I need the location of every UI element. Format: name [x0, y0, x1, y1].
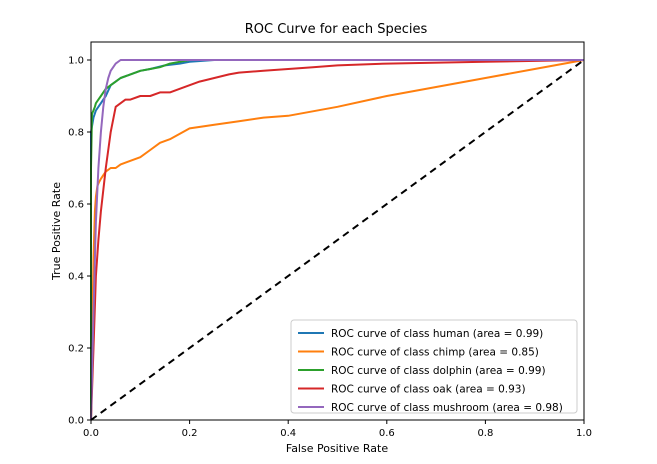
reference-diagonal-line — [90, 59, 585, 421]
y-tick-label: 0.4 — [68, 272, 84, 283]
legend-label-0: ROC curve of class human (area = 0.99) — [331, 328, 543, 340]
plot-frame — [90, 41, 585, 421]
y-tick-label: 0.8 — [68, 128, 84, 139]
legend-box — [290, 319, 578, 414]
legend-items: ROC curve of class human (area = 0.99) RO… — [298, 328, 563, 414]
x-tick-label: 1.0 — [576, 428, 592, 439]
x-tick-label: 0.0 — [83, 428, 99, 439]
x-tick-label: 0.6 — [379, 428, 395, 439]
legend-label-2: ROC curve of class dolphin (area = 0.99) — [331, 365, 546, 377]
legend-label-3: ROC curve of class oak (area = 0.93) — [331, 384, 526, 396]
legend-label-1: ROC curve of class chimp (area = 0.85) — [331, 347, 539, 359]
y-tick-label: 1.0 — [68, 56, 84, 67]
x-tick-label: 0.2 — [182, 428, 198, 439]
x-axis-ticks: 0.0 0.2 0.4 0.6 0.8 1.0 — [83, 420, 592, 439]
x-tick-label: 0.4 — [280, 428, 296, 439]
x-axis-label: False Positive Rate — [286, 442, 388, 455]
y-tick-label: 0.6 — [68, 200, 84, 211]
legend-label-4: ROC curve of class mushroom (area = 0.98… — [331, 402, 563, 414]
series-line-4 — [90, 59, 584, 421]
series-line-3 — [90, 59, 585, 421]
y-axis-ticks: 0.0 0.2 0.4 0.6 0.8 1.0 — [68, 56, 91, 427]
x-tick-label: 0.8 — [477, 428, 493, 439]
series-layer — [90, 59, 585, 421]
y-tick-label: 0.2 — [68, 344, 84, 355]
chart-title: ROC Curve for each Species — [245, 22, 428, 37]
y-axis-label: True Positive Rate — [50, 182, 63, 281]
y-tick-label: 0.0 — [68, 416, 84, 427]
series-line-2 — [90, 59, 584, 420]
legend: ROC curve of class human (area = 0.99) RO… — [290, 319, 578, 414]
